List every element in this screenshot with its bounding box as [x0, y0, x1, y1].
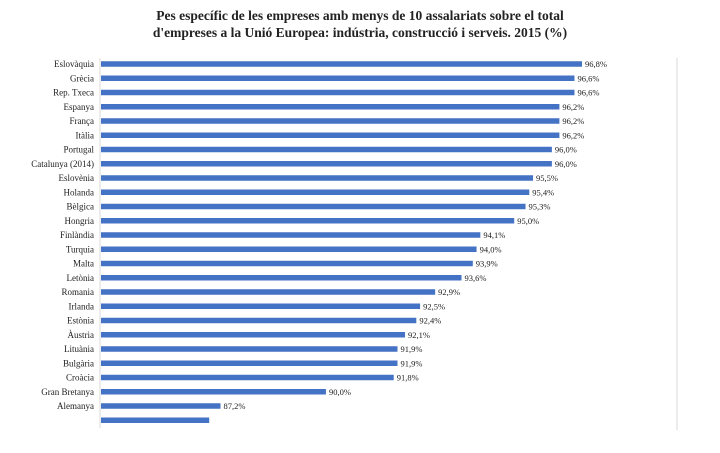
category-label: Catalunya (2014) — [31, 159, 94, 169]
value-label: 96,2% — [562, 116, 584, 126]
bar — [101, 417, 210, 423]
bar — [101, 218, 515, 224]
value-label: 91,9% — [400, 358, 422, 368]
value-label: 93,9% — [476, 259, 498, 269]
category-label: Bèlgica — [67, 202, 95, 212]
category-label: Lituània — [64, 344, 94, 354]
category-label: Croàcia — [66, 373, 94, 383]
bar — [101, 246, 477, 252]
value-label: 96,0% — [555, 159, 577, 169]
bar — [101, 275, 462, 281]
value-label: 92,4% — [419, 316, 441, 326]
value-label: 94,1% — [483, 230, 505, 240]
chart-title-line-1: Pes específic de les empreses amb menys … — [156, 8, 564, 23]
bar — [101, 146, 552, 153]
category-label: Irlanda — [69, 301, 94, 311]
value-label: 95,3% — [529, 202, 551, 212]
value-label: 96,6% — [577, 73, 599, 83]
value-label: 95,0% — [517, 216, 539, 226]
value-label: 95,5% — [536, 173, 558, 183]
value-label: 95,4% — [532, 187, 554, 197]
value-label: 92,5% — [423, 301, 445, 311]
category-label: Letònia — [67, 273, 95, 283]
category-label: Holanda — [64, 187, 95, 197]
category-label: Finlàndia — [60, 230, 94, 240]
value-label: 92,1% — [408, 330, 430, 340]
category-label: Gran Bretanya — [41, 387, 94, 397]
value-label: 93,6% — [465, 273, 487, 283]
value-label: 91,8% — [397, 373, 419, 383]
value-label: 90,0% — [329, 387, 351, 397]
category-label: Espanya — [64, 102, 95, 112]
value-label: 96,2% — [562, 130, 584, 140]
bar — [101, 189, 530, 195]
bar — [101, 104, 560, 110]
category-label: Alemanya — [57, 401, 94, 411]
bar — [101, 260, 473, 267]
value-label: 87,2% — [224, 401, 246, 411]
category-label: Estònia — [67, 316, 94, 326]
bar — [101, 403, 221, 409]
bar — [101, 374, 394, 381]
value-label: 96,6% — [577, 88, 599, 98]
category-label: Eslovàquia — [54, 59, 94, 69]
value-label: 94,0% — [480, 244, 502, 254]
value-label: 91,9% — [400, 344, 422, 354]
bar — [101, 118, 560, 124]
category-label: Portugal — [64, 145, 95, 155]
value-label: 96,0% — [555, 145, 577, 155]
value-label: 96,2% — [562, 102, 584, 112]
bar — [101, 203, 526, 210]
category-label: Bulgària — [63, 358, 94, 368]
category-label: Romania — [62, 287, 95, 297]
value-label: 96,8% — [585, 59, 607, 69]
bar — [101, 61, 582, 67]
bar — [101, 132, 560, 138]
bar — [101, 360, 398, 366]
category-label: Hongria — [65, 216, 95, 226]
bar — [101, 346, 398, 352]
category-label: Grècia — [70, 73, 94, 83]
category-label: Eslovènia — [59, 173, 95, 183]
category-label: Àustria — [68, 330, 95, 340]
bar — [101, 317, 417, 324]
category-label: França — [70, 116, 95, 126]
category-label: Rep. Txeca — [53, 88, 94, 98]
bar — [101, 332, 406, 338]
bar — [101, 175, 534, 181]
chart-title-line-2: d'empreses a la Unió Europea: indústria,… — [152, 25, 568, 40]
bar — [101, 289, 436, 295]
value-label: 92,9% — [438, 287, 460, 297]
bar — [101, 389, 326, 395]
bar — [101, 161, 552, 167]
bar — [101, 232, 481, 238]
bar — [101, 303, 421, 309]
bar — [101, 89, 575, 96]
category-label: Malta — [73, 259, 94, 269]
category-label: Turquia — [66, 244, 94, 254]
category-label: Itàlia — [76, 130, 95, 140]
bar — [101, 75, 575, 81]
